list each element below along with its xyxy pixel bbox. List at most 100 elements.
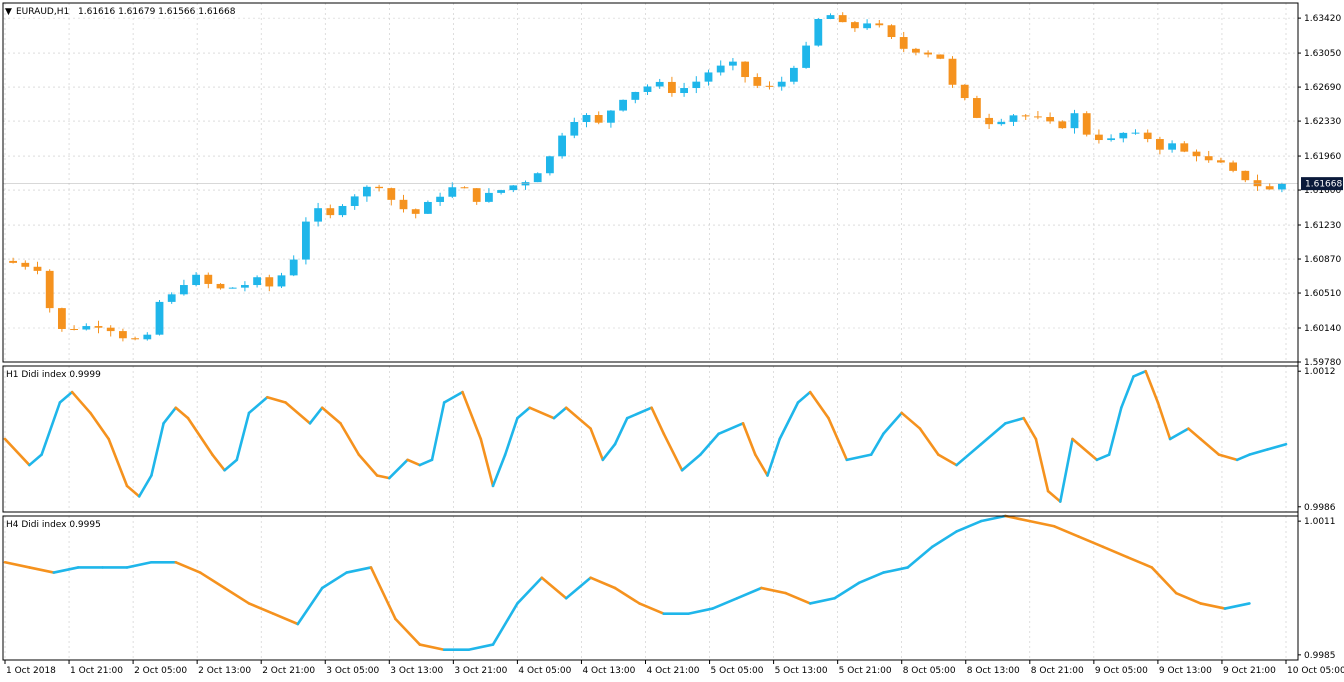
indicator-segment [680,453,702,472]
indicator-segment [1156,401,1172,441]
current-price-badge [1301,177,1343,191]
candle-body [216,283,225,289]
grid-layer [3,3,1298,660]
candle-body [448,187,457,197]
candle-body [301,221,310,260]
x-tick-label: 2 Oct 13:00 [198,666,251,676]
h4-didi-layer [3,514,1251,652]
candle-body [631,91,640,100]
candle-body [558,135,567,157]
y-tick-label: 1.61960 [1304,152,1341,162]
candle-body [619,99,628,111]
indicator-segment [125,560,153,569]
indicator-segment [1101,545,1129,559]
candle-body [1180,143,1189,152]
candle-body [643,86,652,92]
indicator-segment [528,406,556,420]
indicator-segment [613,416,629,446]
indicator-segment [125,484,141,498]
chart-menu-icon[interactable]: ▼ [5,7,12,17]
candle-body [82,326,91,330]
x-tick-label: 3 Oct 13:00 [390,666,443,676]
indicator-segment [1046,489,1062,503]
indicator-segment [1199,437,1221,456]
indicator-segment [516,406,531,420]
y-tick-label: 1.62690 [1304,83,1341,93]
candle-body [899,37,908,49]
y-tick-label: 1.59780 [1304,358,1341,368]
indicator-segment [223,586,251,605]
indicator-segment [1077,442,1099,462]
indicator-segment [650,406,666,436]
candle-body [1107,138,1116,141]
indicator-segment [735,586,763,600]
candle-body [1119,132,1128,139]
candle-body [728,61,737,66]
indicator-segment [1223,602,1251,610]
indicator-segment [1199,602,1227,610]
y-tick-label: 0.9985 [1304,651,1336,661]
indicator-segment [418,643,446,652]
indicator-segment [150,422,165,477]
h1-panel-title: H1 Didi index 0.9999 [6,370,101,380]
indicator-segment [162,406,178,425]
candle-body [497,190,506,193]
indicator-segment [741,422,757,456]
candle-body [545,156,554,174]
indicator-segment [467,643,495,652]
candle-body [582,115,591,122]
candle-body [826,15,835,20]
indicator-segment [479,437,495,488]
indicator-segment [357,453,379,477]
indicator-segment [339,422,361,456]
candle-body [692,81,701,89]
x-tick-label: 5 Oct 05:00 [711,666,764,676]
candle-body [57,308,66,329]
indicator-segment [1235,453,1251,462]
candle-body [326,208,335,216]
y-tick-label: 1.0012 [1304,367,1336,377]
candle-body [875,23,884,26]
indicator-segment [955,519,983,533]
x-tick-label: 8 Oct 13:00 [967,666,1020,676]
x-tick-label: 9 Oct 21:00 [1223,666,1276,676]
indicator-segment [345,566,373,574]
indicator-segment [900,411,922,430]
indicator-segment [918,427,940,456]
candle-body [997,121,1006,125]
indicator-segment [869,432,885,456]
indicator-segment [247,395,269,415]
indicator-segment [1028,519,1056,528]
current-price-label: 1.61668 [1305,180,1342,190]
candle-body [1058,121,1067,129]
indicator-segment [375,474,391,480]
x-tick-label: 4 Oct 05:00 [518,666,571,676]
candle-body [753,77,762,86]
candle-body [362,186,371,197]
indicator-segment [418,458,434,467]
candle-body [1192,151,1201,157]
x-tick-label: 2 Oct 05:00 [134,666,187,676]
indicator-segment [711,596,739,610]
indicator-segment [638,602,666,616]
candle-body [985,117,994,125]
indicator-segment [613,586,641,605]
indicator-segment [491,453,507,488]
indicator-segment [1168,427,1190,441]
candle-body [1131,132,1140,134]
candle-body [863,23,872,29]
candle-body [472,188,481,202]
candle-body [204,274,213,284]
indicator-segment [174,406,190,420]
candle-body [1094,134,1103,141]
frame-layer [2,2,1299,661]
candle-body [936,54,945,59]
h1-didi-layer [3,369,1288,503]
candle-body [789,67,798,82]
indicator-segment [28,453,43,467]
indicator-segment [808,390,830,420]
ohlc-quote: 1.61616 1.61679 1.61566 1.61668 [78,7,236,17]
candle-body [1021,115,1030,117]
indicator-segment [552,406,568,420]
